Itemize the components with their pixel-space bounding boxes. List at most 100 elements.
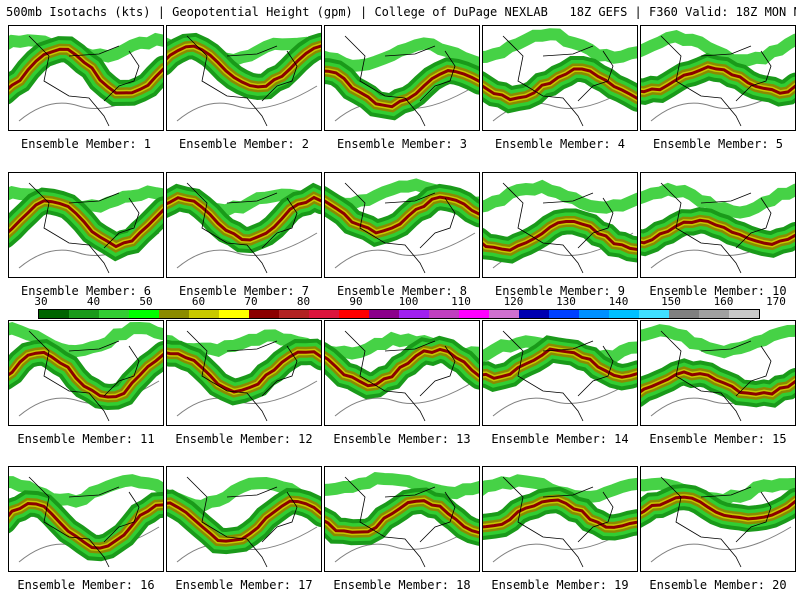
colorbar-swatch xyxy=(249,310,279,318)
jet-stream-band xyxy=(641,30,795,67)
colorbar-swatches xyxy=(38,309,760,319)
map-title: 500mb Isotachs (kts) | Geopotential Heig… xyxy=(6,5,796,19)
ensemble-map xyxy=(8,320,164,426)
coastline-borders xyxy=(186,182,298,274)
colorbar-tick-label: 130 xyxy=(556,295,576,308)
ensemble-member-label: Ensemble Member: 13 xyxy=(333,432,471,446)
ensemble-map xyxy=(8,466,164,572)
colorbar-tick-label: 70 xyxy=(244,295,258,308)
colorbar-swatch xyxy=(159,310,189,318)
ensemble-map xyxy=(482,25,638,131)
coastline-borders xyxy=(186,330,298,422)
colorbar-swatch xyxy=(639,310,669,318)
ensemble-map xyxy=(640,172,796,278)
wind-speed-map xyxy=(325,472,479,568)
wind-speed-map xyxy=(483,179,637,274)
colorbar-tick-label: 50 xyxy=(139,295,153,308)
ensemble-member-label: Ensemble Member: 17 xyxy=(175,578,313,592)
colorbar-tick-label: 90 xyxy=(349,295,363,308)
coastline-borders xyxy=(28,35,140,127)
colorbar-swatch xyxy=(459,310,489,318)
wind-speed-map xyxy=(167,476,321,568)
coastline-borders xyxy=(660,330,772,422)
coastline-borders xyxy=(344,182,456,274)
ensemble-member-label: Ensemble Member: 20 xyxy=(649,578,787,592)
coastline-borders xyxy=(502,330,614,422)
ensemble-member-label: Ensemble Member: 19 xyxy=(491,578,629,592)
coastline-borders xyxy=(502,182,614,274)
jet-stream-core xyxy=(483,498,637,529)
jet-stream-core xyxy=(167,195,321,242)
ensemble-member-label: Ensemble Member: 4 xyxy=(494,137,626,151)
colorbar-swatch xyxy=(339,310,369,318)
wind-speed-map xyxy=(483,474,637,568)
jet-stream-band xyxy=(325,37,479,73)
jet-stream-core xyxy=(483,220,637,252)
wind-speed-map xyxy=(9,182,163,274)
coastline-borders xyxy=(28,330,140,422)
coastline-borders xyxy=(28,476,140,568)
coastline-borders xyxy=(344,330,456,422)
colorbar-swatch xyxy=(519,310,549,318)
jet-stream-core xyxy=(167,350,321,394)
colorbar-tick-label: 30 xyxy=(34,295,48,308)
wind-speed-map xyxy=(641,476,795,568)
wind-speed-map xyxy=(167,182,321,274)
jet-stream-core xyxy=(167,499,321,543)
jet-stream-core xyxy=(641,370,795,396)
wind-speed-map xyxy=(9,32,163,127)
ensemble-map xyxy=(8,172,164,278)
colorbar-swatch xyxy=(699,310,729,318)
ensemble-member-label: Ensemble Member: 14 xyxy=(491,432,629,446)
colorbar-tick-label: 40 xyxy=(86,295,101,308)
colorbar-swatch xyxy=(429,310,459,318)
jet-stream-band xyxy=(483,179,637,214)
coastline-borders xyxy=(502,35,614,127)
ensemble-member-label: Ensemble Member: 5 xyxy=(652,137,784,151)
ensemble-member-label: Ensemble Member: 10 xyxy=(649,284,787,298)
ensemble-map xyxy=(640,466,796,572)
colorbar-tick-label: 80 xyxy=(296,295,311,308)
jet-stream-core xyxy=(325,499,479,535)
jet-stream-core xyxy=(325,347,479,388)
wind-speed-map xyxy=(483,330,637,422)
ensemble-map xyxy=(166,466,322,572)
colorbar-tick-label: 160 xyxy=(713,295,734,308)
colorbar-tick-label: 120 xyxy=(503,295,524,308)
jet-stream-core xyxy=(9,350,163,399)
wind-speed-map xyxy=(167,329,321,422)
colorbar-tick-label: 100 xyxy=(398,295,419,308)
ensemble-map xyxy=(324,172,480,278)
jet-stream-core xyxy=(641,495,795,521)
colorbar-swatch xyxy=(309,310,339,318)
height-contour xyxy=(334,380,476,417)
isotach-colorbar: 30 40 50 60 70 80 90 100 110 120 130 140 150 160 170 xyxy=(0,296,800,320)
height-contour xyxy=(176,232,318,269)
colorbar-swatch xyxy=(669,310,699,318)
colorbar-swatch xyxy=(489,310,519,318)
colorbar-swatch xyxy=(579,310,609,318)
ensemble-map xyxy=(166,172,322,278)
wind-speed-map xyxy=(641,324,795,422)
ensemble-member-label: Ensemble Member: 12 xyxy=(175,432,313,446)
wind-speed-map xyxy=(483,28,637,127)
ensemble-member-label: Ensemble Member: 2 xyxy=(178,137,310,151)
colorbar-swatch xyxy=(609,310,639,318)
wind-speed-map xyxy=(641,30,795,127)
wind-speed-map xyxy=(167,32,321,127)
colorbar-tick-label: 110 xyxy=(451,295,471,308)
ensemble-member-label: Ensemble Member: 1 xyxy=(20,137,152,151)
ensemble-member-label: Ensemble Member: 18 xyxy=(333,578,471,592)
wind-speed-map xyxy=(9,474,163,568)
wind-speed-map xyxy=(325,35,479,127)
height-contour xyxy=(650,526,792,563)
ensemble-map xyxy=(324,320,480,426)
ensemble-map xyxy=(482,320,638,426)
jet-stream-core xyxy=(483,67,637,102)
ensemble-map xyxy=(324,466,480,572)
jet-stream-core xyxy=(641,218,795,246)
ensemble-map xyxy=(166,25,322,131)
jet-stream-core xyxy=(9,47,163,95)
jet-stream-band xyxy=(641,182,795,219)
ensemble-member-label: Ensemble Member: 3 xyxy=(336,137,468,151)
